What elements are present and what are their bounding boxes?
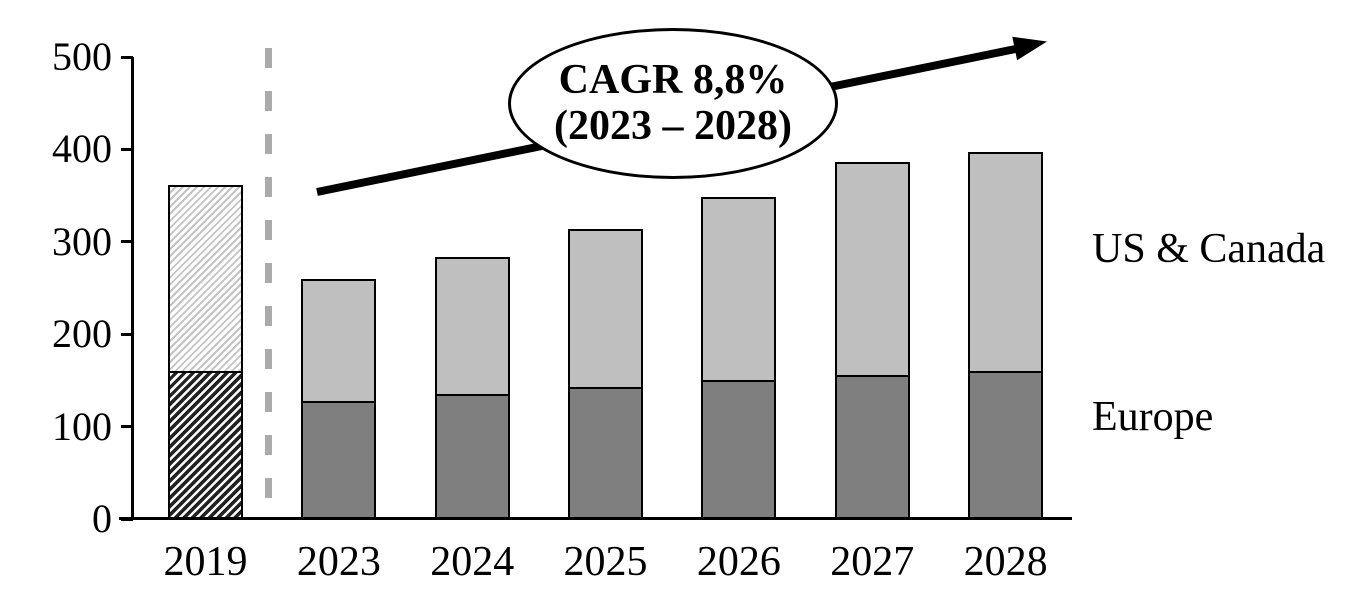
bar-2024[interactable] [434,256,510,519]
y-axis-tick [121,240,133,244]
bar-segment-europe[interactable] [301,400,377,519]
bar-segment-us-canada[interactable] [968,152,1044,372]
x-axis-tick-label: 2025 [563,539,648,585]
bar-segment-us-canada[interactable] [434,256,510,395]
bar-segment-us-canada[interactable] [701,197,777,381]
bar-segment-europe[interactable] [568,386,644,519]
bar-segment-us-canada[interactable] [168,184,243,372]
bar-2023[interactable] [301,278,377,519]
trend-arrow-head-icon [1012,36,1047,61]
x-axis-tick-label: 2019 [163,539,248,585]
x-axis-tick-label: 2024 [430,539,515,585]
cagr-period-text: (2023 – 2028) [554,102,792,149]
legend-label-europe: Europe [1092,394,1214,440]
bar-segment-europe[interactable] [701,380,777,519]
x-axis-tick-label: 2026 [696,539,781,585]
y-axis-tick [121,425,133,429]
bar-2026[interactable] [701,197,777,519]
y-axis-tick-label: 200 [52,311,112,357]
bar-2019[interactable] [168,184,243,519]
y-axis-tick-label: 500 [52,34,112,79]
x-axis-tick-label: 2027 [830,539,915,585]
y-axis-line [131,57,134,519]
x-axis-tick-label: 2023 [296,539,381,585]
bar-segment-us-canada[interactable] [834,162,910,375]
bar-2025[interactable] [568,228,644,519]
bar-2027[interactable] [834,162,910,519]
y-axis-tick [121,332,133,336]
y-axis-tick [121,147,133,151]
bar-segment-us-canada[interactable] [568,228,644,387]
y-axis-tick-label: 400 [52,126,112,172]
cagr-value-text: CAGR 8,8% [558,57,788,104]
bar-segment-europe[interactable] [834,374,910,519]
forecast-separator-dashed-line [265,48,272,519]
bar-2028[interactable] [968,152,1044,519]
y-axis-tick-label: 100 [52,403,112,449]
cagr-callout-ellipse: CAGR 8,8% (2023 – 2028) [508,28,838,179]
y-axis-tick-label: 0 [92,496,112,541]
bar-segment-us-canada[interactable] [301,278,377,401]
y-axis-tick [121,55,133,59]
x-axis-tick-label: 2028 [963,539,1048,585]
bar-segment-europe[interactable] [168,371,243,519]
y-axis-tick-label: 300 [52,218,112,264]
legend-label-us-canada: US & Canada [1092,226,1326,272]
bar-segment-europe[interactable] [434,394,510,519]
y-axis-tick [121,517,133,521]
bar-segment-europe[interactable] [968,371,1044,519]
